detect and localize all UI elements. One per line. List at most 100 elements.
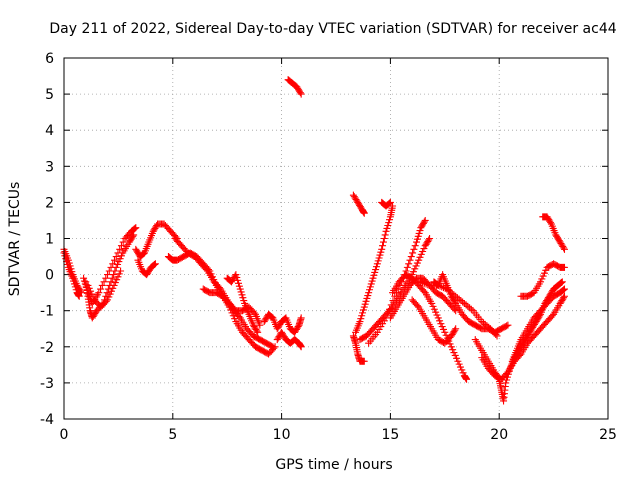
data-point: [378, 245, 386, 253]
data-point: [413, 235, 421, 243]
data-point: [63, 260, 71, 268]
data-point: [421, 242, 429, 250]
data-point: [545, 216, 553, 224]
series-arc-25: [430, 271, 512, 336]
data-point: [256, 321, 264, 329]
data-point: [252, 325, 260, 333]
data-point: [540, 269, 548, 277]
x-axis-title: GPS time / hours: [275, 457, 392, 473]
data-point: [231, 315, 239, 323]
data-point: [451, 298, 459, 306]
data-point: [554, 235, 562, 243]
data-point: [560, 245, 568, 253]
y-tick-label: -2: [40, 340, 54, 356]
data-point: [269, 343, 277, 351]
data-point: [419, 279, 427, 287]
data-point: [102, 274, 110, 282]
data-point: [386, 198, 394, 206]
data-point: [466, 304, 474, 312]
data-point: [557, 298, 565, 306]
data-point: [437, 320, 445, 328]
data-point: [462, 301, 470, 309]
data-point: [358, 312, 366, 320]
data-point: [379, 320, 387, 328]
data-point: [455, 295, 463, 303]
data-point: [557, 279, 565, 287]
data-point: [110, 281, 118, 289]
series-arc-23: [408, 296, 460, 347]
data-point: [377, 323, 385, 331]
data-point: [552, 231, 560, 239]
data-point: [117, 252, 125, 260]
data-point: [420, 218, 428, 226]
data-point: [62, 255, 70, 263]
data-point: [372, 266, 380, 274]
data-point: [275, 322, 283, 330]
data-point: [72, 286, 80, 294]
data-point: [454, 357, 462, 365]
data-point: [273, 336, 281, 344]
series-arc-11: [223, 271, 262, 336]
data-point: [250, 309, 258, 317]
data-point: [447, 292, 455, 300]
data-point: [117, 242, 125, 250]
y-tick-label: -4: [40, 412, 54, 428]
data-point: [91, 310, 99, 318]
data-point: [433, 311, 441, 319]
data-point: [367, 280, 375, 288]
data-point: [560, 286, 568, 294]
data-point: [413, 302, 421, 310]
data-point: [354, 198, 362, 206]
data-point: [100, 278, 108, 286]
data-point: [420, 287, 428, 295]
x-tick-label: 10: [273, 427, 291, 443]
data-point: [150, 261, 158, 269]
data-point: [389, 297, 397, 305]
data-point: [239, 294, 247, 302]
data-point: [421, 216, 429, 224]
data-point: [377, 248, 385, 256]
data-point: [126, 237, 134, 245]
data-point: [117, 267, 125, 275]
data-point: [234, 276, 242, 284]
data-point: [433, 281, 441, 289]
data-point: [105, 267, 113, 275]
data-point: [107, 287, 115, 295]
data-point: [251, 324, 259, 332]
data-point: [560, 285, 568, 293]
data-point: [405, 260, 413, 268]
data-point: [411, 265, 419, 273]
data-point: [274, 334, 282, 342]
data-point: [228, 278, 236, 286]
data-point: [294, 323, 302, 331]
grid-lines: [64, 58, 608, 419]
data-point: [366, 283, 374, 291]
y-tick-label: 2: [45, 195, 54, 211]
data-point: [262, 315, 270, 323]
data-point: [544, 214, 552, 222]
data-point: [97, 285, 105, 293]
data-point: [441, 328, 449, 336]
data-point: [436, 317, 444, 325]
data-point: [409, 268, 417, 276]
data-point: [451, 351, 459, 359]
data-point: [88, 290, 96, 298]
data-point: [80, 277, 88, 285]
y-tick-label: 6: [45, 51, 54, 67]
data-point: [464, 302, 472, 310]
data-point: [375, 325, 383, 333]
data-point: [416, 227, 424, 235]
data-point: [360, 357, 368, 365]
data-point: [450, 305, 458, 313]
data-point: [426, 235, 434, 242]
data-point: [415, 229, 423, 237]
y-tick-label: 4: [45, 123, 54, 139]
series-arc-09: [171, 235, 277, 351]
data-point: [359, 309, 367, 317]
data-point: [279, 331, 287, 339]
data-point: [150, 226, 158, 234]
data-point: [281, 315, 289, 323]
data-point: [382, 227, 390, 235]
data-point: [409, 249, 417, 257]
